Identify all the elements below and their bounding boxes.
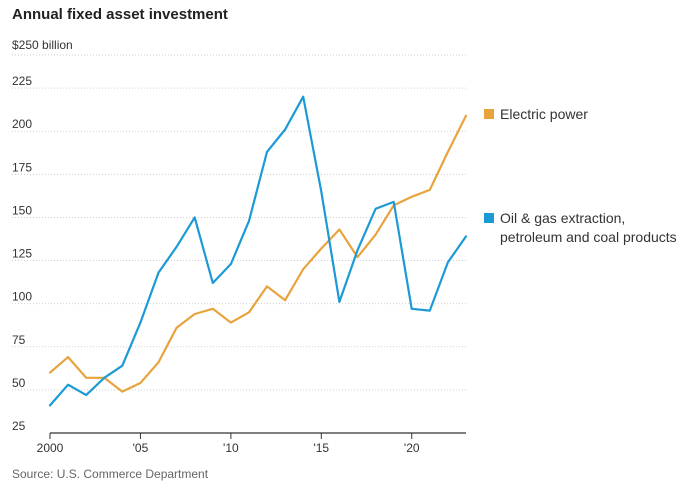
legend-swatch-1 (484, 213, 494, 223)
x-tick-label: 2000 (37, 441, 64, 455)
series-lines (48, 95, 468, 407)
y-unit-label: $250 billion (12, 38, 73, 52)
y-tick-label: 125 (12, 247, 32, 261)
y-tick-label: 200 (12, 117, 32, 131)
chart-title: Annual fixed asset investment (12, 6, 228, 23)
y-tick-label: 150 (12, 203, 32, 217)
x-tick-label: '05 (133, 441, 149, 455)
y-tick-label: 100 (12, 290, 32, 304)
legend-swatch-0 (484, 109, 494, 119)
y-tick-label: 50 (12, 376, 26, 390)
legend-label-0: Electric power (500, 106, 588, 122)
y-tick-label: 225 (12, 74, 32, 88)
x-tick-label: '10 (223, 441, 239, 455)
x-tick-label: '20 (404, 441, 420, 455)
series-line-1 (48, 95, 468, 407)
gridlines (12, 54, 466, 391)
x-axis-ticks: 2000 '05 '10 '15 '20 (37, 433, 420, 455)
y-tick-label: 25 (12, 419, 26, 433)
legend: Electric power Oil & gas extraction, petro… (484, 106, 677, 245)
legend-label-1: petroleum and coal products (500, 229, 677, 245)
legend-label-1: Oil & gas extraction, (500, 210, 625, 226)
y-axis-ticks: 25 50 75 100 125 150 175 200 225 (12, 74, 32, 433)
series-line-0 (48, 114, 468, 393)
source-note: Source: U.S. Commerce Department (12, 467, 209, 481)
x-tick-label: '15 (313, 441, 329, 455)
y-tick-label: 75 (12, 333, 26, 347)
y-tick-label: 175 (12, 160, 32, 174)
